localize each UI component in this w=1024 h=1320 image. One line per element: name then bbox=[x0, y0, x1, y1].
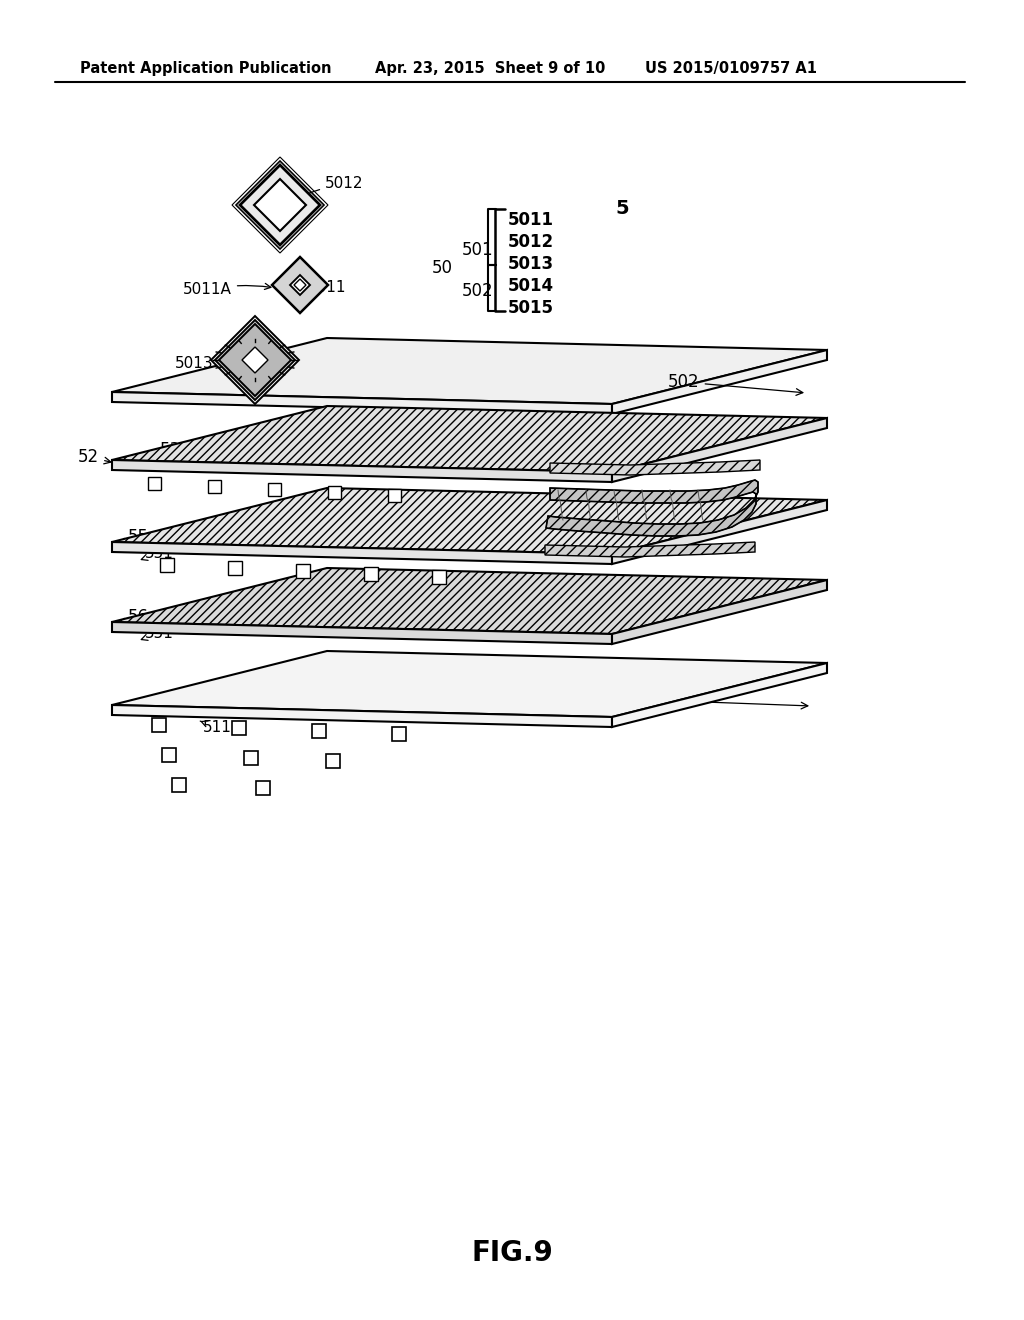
Text: Apr. 23, 2015  Sheet 9 of 10: Apr. 23, 2015 Sheet 9 of 10 bbox=[375, 61, 605, 75]
Polygon shape bbox=[612, 579, 827, 644]
Polygon shape bbox=[112, 568, 827, 634]
Text: 52: 52 bbox=[78, 447, 111, 466]
Text: 511: 511 bbox=[201, 721, 231, 735]
Text: 5012: 5012 bbox=[508, 234, 554, 251]
Polygon shape bbox=[219, 323, 291, 396]
Polygon shape bbox=[215, 319, 295, 400]
Text: 55: 55 bbox=[119, 528, 150, 546]
Bar bbox=[232, 721, 246, 735]
Text: 53: 53 bbox=[148, 441, 181, 459]
Polygon shape bbox=[112, 459, 612, 482]
Bar bbox=[268, 483, 281, 496]
Text: 5013: 5013 bbox=[175, 355, 221, 371]
Text: FIG.9: FIG.9 bbox=[471, 1239, 553, 1267]
Bar bbox=[256, 781, 270, 795]
Polygon shape bbox=[112, 651, 827, 717]
Bar bbox=[152, 718, 166, 733]
Polygon shape bbox=[545, 543, 755, 557]
Polygon shape bbox=[112, 392, 612, 414]
Polygon shape bbox=[254, 180, 306, 231]
Bar bbox=[162, 748, 176, 762]
Polygon shape bbox=[546, 480, 758, 536]
Polygon shape bbox=[112, 488, 827, 554]
Polygon shape bbox=[612, 418, 827, 482]
Text: Patent Application Publication: Patent Application Publication bbox=[80, 61, 332, 75]
Polygon shape bbox=[272, 257, 328, 313]
Polygon shape bbox=[290, 275, 310, 294]
Text: 5011: 5011 bbox=[308, 280, 346, 294]
Text: US 2015/0109757 A1: US 2015/0109757 A1 bbox=[645, 61, 817, 75]
Bar bbox=[228, 561, 242, 576]
Bar bbox=[148, 477, 161, 490]
Text: 5011: 5011 bbox=[508, 211, 554, 228]
Bar bbox=[208, 480, 221, 492]
Bar bbox=[160, 558, 174, 572]
Polygon shape bbox=[211, 315, 299, 404]
Bar bbox=[328, 486, 341, 499]
Text: 501: 501 bbox=[462, 242, 494, 259]
Text: 511: 511 bbox=[135, 702, 164, 718]
Text: 551: 551 bbox=[141, 626, 174, 640]
Bar bbox=[326, 754, 340, 768]
Polygon shape bbox=[112, 338, 827, 404]
Polygon shape bbox=[612, 350, 827, 414]
Polygon shape bbox=[612, 663, 827, 727]
Text: 56: 56 bbox=[119, 609, 150, 626]
Text: 5013: 5013 bbox=[508, 255, 554, 273]
Text: 5015: 5015 bbox=[276, 351, 350, 367]
Bar bbox=[172, 777, 186, 792]
Text: 5012: 5012 bbox=[296, 176, 364, 199]
Text: 50: 50 bbox=[432, 259, 453, 277]
Bar bbox=[388, 488, 401, 502]
Text: 502: 502 bbox=[668, 374, 803, 396]
Polygon shape bbox=[112, 543, 612, 564]
Bar bbox=[364, 568, 378, 581]
Text: 5014: 5014 bbox=[508, 277, 554, 294]
Bar bbox=[312, 723, 326, 738]
Polygon shape bbox=[112, 407, 827, 473]
Polygon shape bbox=[240, 165, 319, 246]
Text: 51: 51 bbox=[640, 690, 808, 709]
Polygon shape bbox=[112, 705, 612, 727]
Bar bbox=[296, 564, 310, 578]
Text: 551: 551 bbox=[141, 545, 174, 561]
Polygon shape bbox=[112, 622, 612, 644]
Bar bbox=[392, 727, 406, 741]
Bar bbox=[432, 570, 446, 583]
Text: 57: 57 bbox=[620, 531, 641, 549]
Polygon shape bbox=[612, 500, 827, 564]
Text: 573: 573 bbox=[492, 548, 523, 566]
Polygon shape bbox=[550, 459, 760, 475]
Bar bbox=[244, 751, 258, 766]
Text: 5: 5 bbox=[615, 198, 629, 218]
Text: 573: 573 bbox=[492, 463, 523, 480]
Text: 5015: 5015 bbox=[508, 300, 554, 317]
Text: 53: 53 bbox=[220, 454, 241, 473]
Text: 502: 502 bbox=[462, 282, 494, 300]
Polygon shape bbox=[294, 279, 306, 290]
Polygon shape bbox=[242, 347, 268, 374]
Text: 5011A: 5011A bbox=[183, 282, 271, 297]
